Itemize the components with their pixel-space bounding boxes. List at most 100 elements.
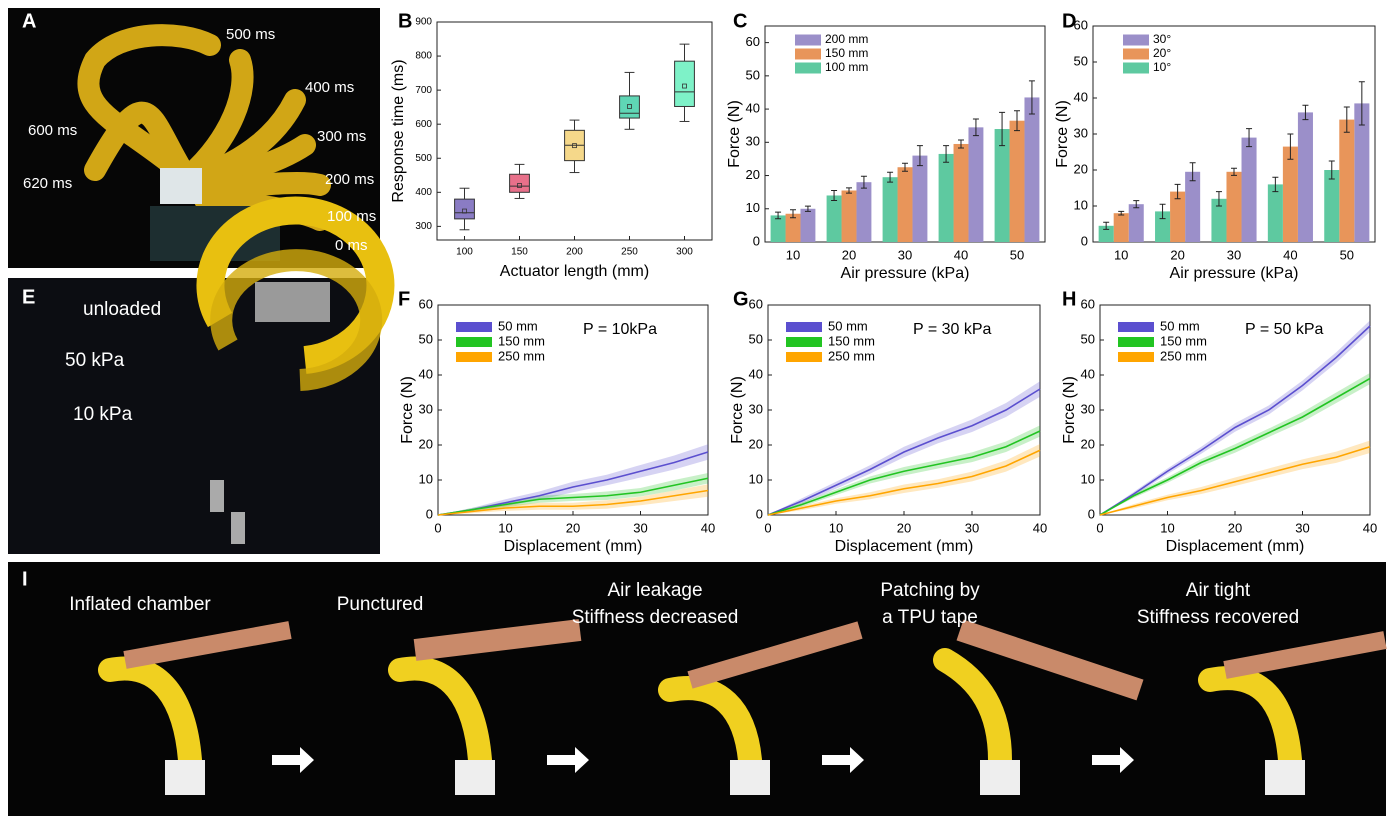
y-tick-label: 30 <box>1074 125 1088 140</box>
y-tick-label: 40 <box>419 366 433 381</box>
bar <box>1170 191 1186 242</box>
panel-label: B <box>398 10 412 32</box>
y-tick-label: 10 <box>749 471 763 486</box>
load-label: 10 kPa <box>73 404 133 425</box>
bar <box>1324 170 1340 242</box>
y-tick-label: 40 <box>749 366 763 381</box>
legend-swatch <box>456 352 492 362</box>
legend-swatch <box>1118 352 1154 362</box>
bar <box>856 182 872 242</box>
error-bar <box>1159 203 1166 220</box>
panel-label: D <box>1062 10 1076 32</box>
bar <box>1282 146 1298 242</box>
bar <box>1226 171 1242 242</box>
error-band <box>1100 372 1370 515</box>
bar <box>1339 119 1355 242</box>
x-tick-label: 40 <box>701 520 715 535</box>
annotation: P = 10kPa <box>583 321 657 338</box>
bar <box>1241 137 1257 242</box>
legend-swatch <box>1123 48 1149 60</box>
legend-label: 250 mm <box>498 348 545 363</box>
line <box>1099 445 1371 516</box>
y-tick-label: 900 <box>415 17 432 28</box>
error-bar <box>1287 133 1294 160</box>
y-tick-label: 0 <box>1088 506 1095 521</box>
mount <box>160 168 202 204</box>
y-tick-label: 60 <box>746 34 760 49</box>
x-tick-label: 30 <box>965 520 979 535</box>
weight <box>231 512 245 544</box>
line <box>1099 377 1371 516</box>
caption: Stiffness decreased <box>572 607 739 628</box>
legend-label: 250 mm <box>1160 348 1207 363</box>
legend-label: 250 mm <box>828 348 875 363</box>
legend-label: 50 mm <box>828 318 868 333</box>
y-axis-title: Force (N) <box>1061 376 1078 444</box>
error-bar <box>1343 106 1350 133</box>
line <box>1099 325 1371 516</box>
mean <box>517 183 522 188</box>
legend-label: 200 mm <box>825 32 868 46</box>
error-bar <box>860 175 867 189</box>
error-bar <box>1118 210 1125 216</box>
x-axis-title: Displacement (mm) <box>1166 538 1305 555</box>
error-bar <box>1189 162 1196 182</box>
x-tick-label: 0 <box>764 520 771 535</box>
error-bar <box>916 145 923 167</box>
error-bar <box>1246 128 1253 148</box>
legend-label: 150 mm <box>498 333 545 348</box>
y-tick-label: 30 <box>1081 401 1095 416</box>
actuator-unloaded <box>210 249 383 391</box>
y-tick-label: 10 <box>1081 471 1095 486</box>
error-bar <box>831 189 838 201</box>
y-tick-label: 20 <box>419 436 433 451</box>
x-tick-label: 40 <box>1283 247 1297 262</box>
legend-swatch <box>795 48 821 60</box>
x-axis-title: Air pressure (kPa) <box>841 265 970 282</box>
time-label: 600 ms <box>28 122 77 139</box>
error-bar <box>1028 80 1035 115</box>
error-bar <box>846 187 852 194</box>
annotation: P = 50 kPa <box>1245 321 1324 338</box>
y-tick-label: 30 <box>746 134 760 149</box>
y-tick-label: 40 <box>1081 366 1095 381</box>
caption: a TPU tape <box>882 607 978 628</box>
legend-swatch <box>795 34 821 46</box>
error-bar <box>972 118 979 137</box>
bar <box>785 213 801 242</box>
y-tick-label: 40 <box>746 101 760 116</box>
error-bar <box>1272 176 1279 193</box>
x-tick-label: 100 <box>456 247 473 258</box>
time-label: 500 ms <box>226 26 275 43</box>
x-tick-label: 10 <box>829 520 843 535</box>
x-tick-label: 20 <box>1170 247 1184 262</box>
y-tick-label: 10 <box>746 200 760 215</box>
x-tick-label: 30 <box>898 247 912 262</box>
time-label: 100 ms <box>327 208 376 225</box>
bar <box>897 167 913 242</box>
legend-swatch <box>1118 322 1154 332</box>
x-tick-label: 250 <box>621 247 638 258</box>
x-tick-label: 10 <box>1114 247 1128 262</box>
legend-swatch <box>1123 62 1149 74</box>
panel-label: C <box>733 10 747 32</box>
y-tick-label: 0 <box>426 506 433 521</box>
gripper-mount <box>255 282 330 322</box>
bar <box>1267 184 1283 242</box>
legend-label: 50 mm <box>498 318 538 333</box>
x-tick-label: 40 <box>1033 520 1047 535</box>
y-tick-label: 300 <box>415 221 432 232</box>
legend-swatch <box>1123 34 1149 46</box>
bar <box>826 195 842 242</box>
arrows <box>272 747 1134 773</box>
legend-swatch <box>786 322 822 332</box>
bar <box>1354 103 1370 243</box>
y-axis-title: Force (N) <box>729 376 746 444</box>
time-label: 400 ms <box>305 79 354 96</box>
y-axis-title: Force (N) <box>726 100 743 168</box>
error-band <box>768 381 1040 515</box>
error-bar <box>1302 104 1309 121</box>
x-axis-title: Displacement (mm) <box>504 538 643 555</box>
